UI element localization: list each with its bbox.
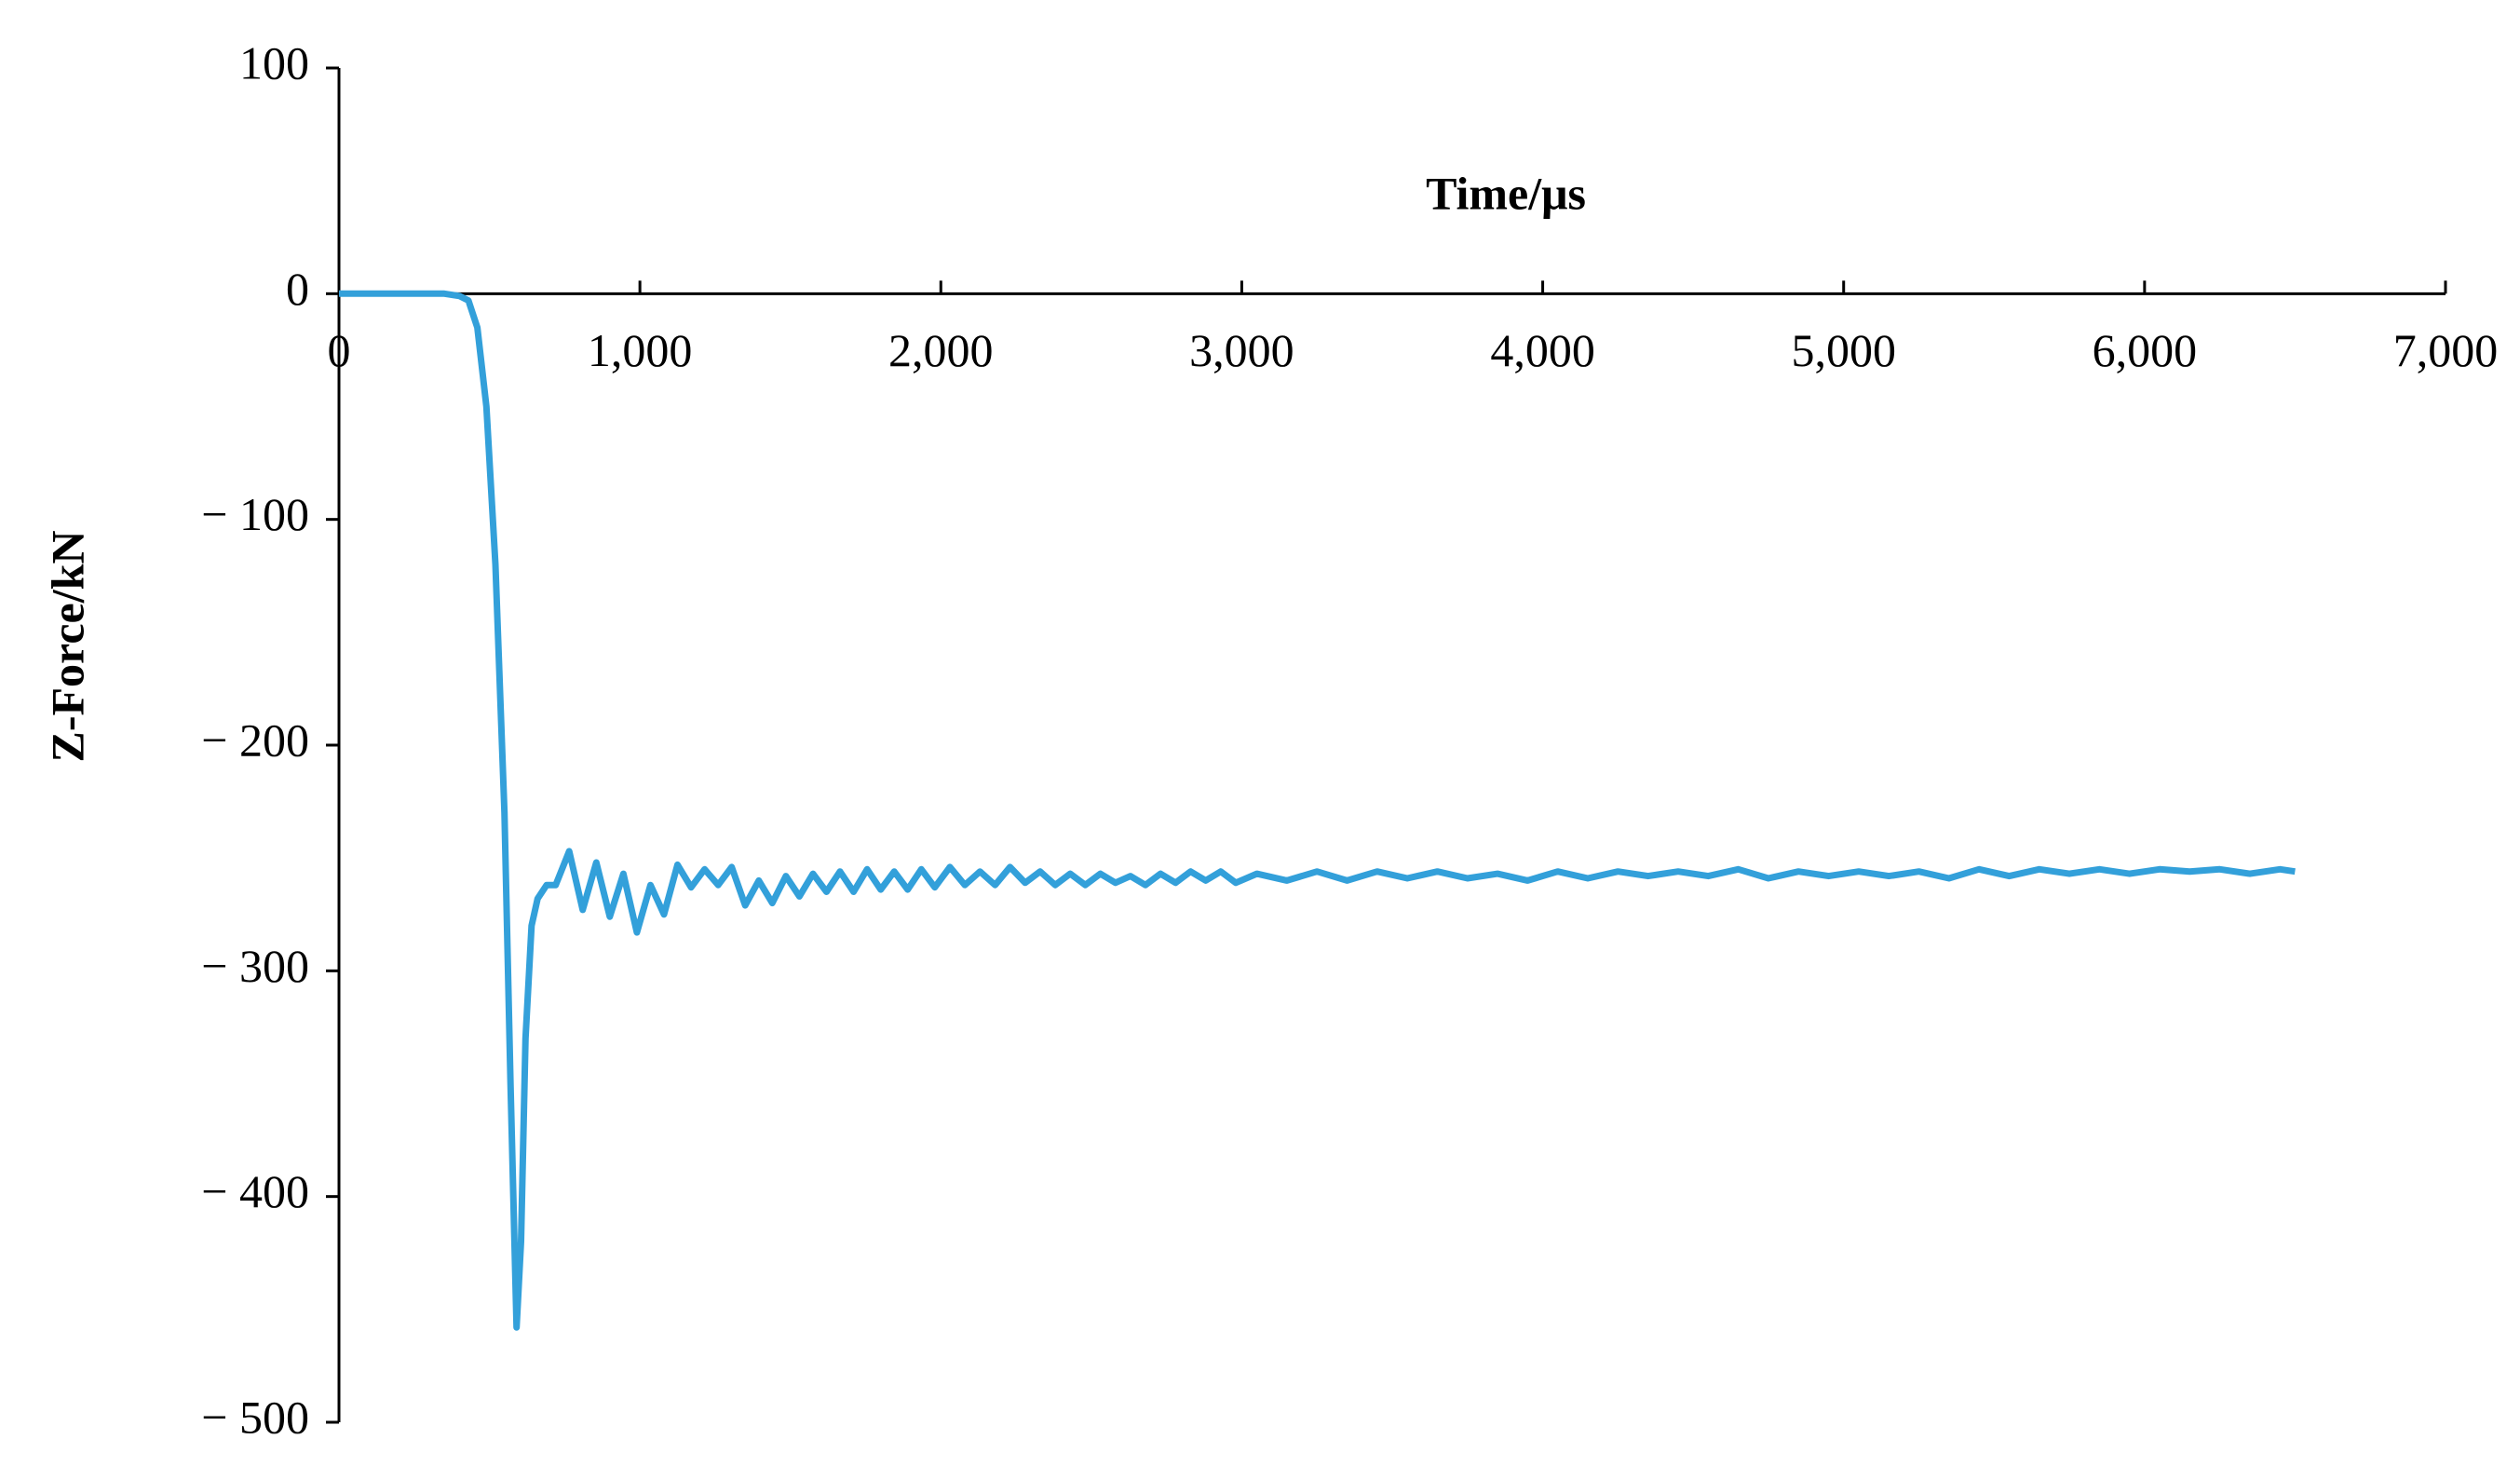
y-tick-label: 0 [286, 263, 309, 315]
x-tick-label: 7,000 [2393, 324, 2499, 376]
y-tick-label: − 400 [201, 1165, 309, 1217]
x-tick-label: 6,000 [2093, 324, 2198, 376]
y-axis-label: Z-Force/kN [41, 530, 93, 762]
x-tick-label: 4,000 [1490, 324, 1595, 376]
x-tick-label: 0 [328, 324, 351, 376]
x-tick-label: 3,000 [1189, 324, 1294, 376]
data-line [339, 290, 2296, 1331]
y-tick-label: − 200 [201, 713, 309, 766]
y-tick-label: − 500 [201, 1391, 309, 1443]
chart-title: Time/μs [1426, 167, 1586, 219]
x-tick-label: 2,000 [888, 324, 994, 376]
x-tick-label: 1,000 [588, 324, 693, 376]
x-tick-label: 5,000 [1791, 324, 1896, 376]
y-tick-label: 100 [239, 36, 309, 88]
y-tick-label: − 100 [201, 488, 309, 540]
y-tick-label: − 300 [201, 940, 309, 992]
